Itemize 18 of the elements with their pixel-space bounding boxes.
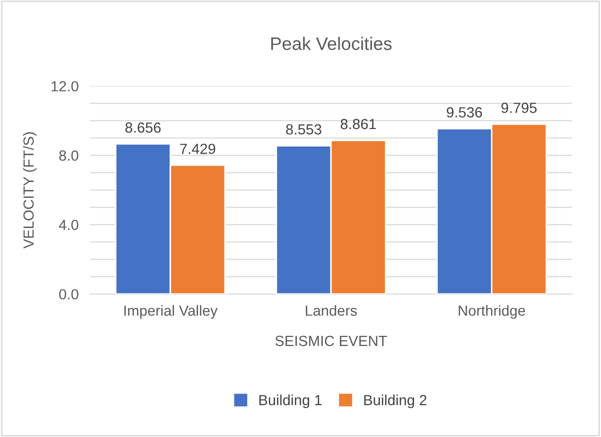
- data-label: 8.656: [125, 122, 161, 133]
- x-tick-label: Imperial Valley: [124, 305, 218, 319]
- legend-label: Building 1: [259, 394, 322, 408]
- y-tick-label: 8.0: [59, 150, 78, 161]
- x-axis-title: SEISMIC EVENT: [275, 336, 387, 346]
- data-label: 9.795: [501, 102, 537, 114]
- data-label: 9.536: [446, 107, 482, 118]
- chart-title: Peak Velocities: [271, 36, 392, 50]
- data-label: 7.429: [180, 144, 216, 154]
- x-tick-label: Northridge: [458, 305, 526, 319]
- data-label: 8.553: [286, 124, 322, 135]
- legend-label: Building 2: [364, 394, 426, 408]
- y-axis-title: VELOCITY (FT/S): [23, 132, 37, 249]
- y-tick-label: 12.0: [52, 81, 78, 92]
- data-label: 8.861: [340, 118, 376, 130]
- y-tick-label: 4.0: [58, 220, 78, 230]
- x-tick-label: Landers: [306, 305, 357, 316]
- y-tick-label: 0.0: [59, 289, 78, 300]
